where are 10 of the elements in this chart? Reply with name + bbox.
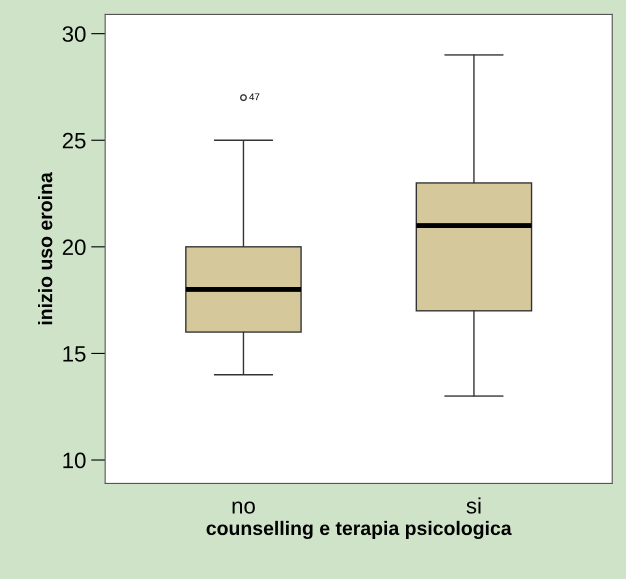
y-tick-label: 10 <box>63 452 86 468</box>
y-tick-label: 15 <box>63 346 86 362</box>
y-tick-label: 20 <box>62 239 86 256</box>
y-axis-title: inizio uso eroina <box>38 172 52 324</box>
x-tick-label: si <box>466 497 480 514</box>
x-tick-label: no <box>232 502 255 514</box>
annotation: 47 <box>249 93 260 100</box>
x-axis-title: counselling e terapia psicologica <box>206 520 512 540</box>
y-tick-label: 25 <box>62 132 86 149</box>
y-tick-label: 30 <box>62 26 86 42</box>
